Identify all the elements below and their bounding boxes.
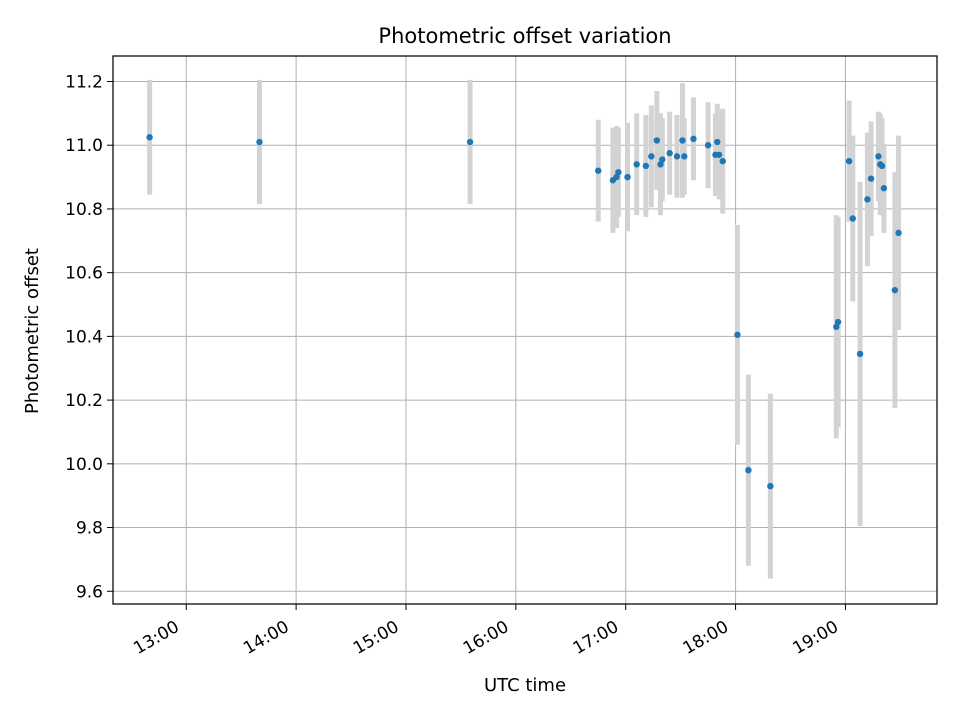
data-point: [653, 137, 661, 144]
y-tick-label: 10.8: [65, 200, 103, 220]
data-point: [679, 137, 686, 144]
data-point: [845, 157, 853, 165]
y-tick-label: 10.2: [65, 391, 103, 411]
data-point: [690, 135, 697, 143]
data-point: [834, 318, 842, 326]
data-point: [734, 331, 741, 338]
data-point: [624, 173, 631, 181]
data-point: [615, 169, 622, 176]
y-tick-label: 10.6: [65, 264, 103, 284]
data-point: [146, 134, 153, 141]
y-tick-label: 9.6: [76, 582, 103, 602]
y-tick-label: 10.0: [65, 455, 103, 475]
data-point: [719, 157, 726, 165]
data-point: [875, 153, 882, 160]
data-point: [864, 196, 871, 203]
y-tick-label: 9.8: [76, 519, 103, 539]
data-point: [256, 138, 263, 146]
data-point: [767, 482, 774, 490]
y-axis-ticks: 9.6 9.8 10.0 10.2 10.4 10.6 10.8 11.0 11.2: [65, 72, 113, 602]
data-point: [714, 138, 721, 146]
y-axis-label: Photometric offset: [22, 248, 43, 414]
chart-title: Photometric offset variation: [378, 24, 671, 48]
data-point: [849, 215, 856, 222]
data-point: [745, 466, 752, 474]
data-point: [673, 153, 681, 160]
data-point: [666, 149, 673, 157]
x-axis-label: UTC time: [484, 675, 566, 696]
data-point: [659, 156, 666, 163]
data-point: [867, 175, 875, 182]
data-point: [633, 161, 640, 168]
data-point: [880, 185, 888, 192]
data-point: [715, 151, 723, 158]
data-point: [466, 138, 474, 146]
data-point: [642, 162, 650, 170]
data-point: [681, 153, 688, 160]
y-tick-label: 10.4: [65, 327, 103, 347]
data-point: [891, 286, 899, 294]
y-tick-label: 11.2: [65, 72, 103, 92]
data-point: [878, 162, 886, 170]
plot-frame: [112, 55, 938, 605]
data-point: [704, 142, 712, 149]
data-point: [856, 350, 864, 358]
y-tick-label: 11.0: [65, 136, 103, 156]
data-point: [595, 167, 602, 174]
data-points: [146, 134, 902, 490]
data-point: [895, 229, 902, 237]
data-point: [648, 153, 655, 160]
